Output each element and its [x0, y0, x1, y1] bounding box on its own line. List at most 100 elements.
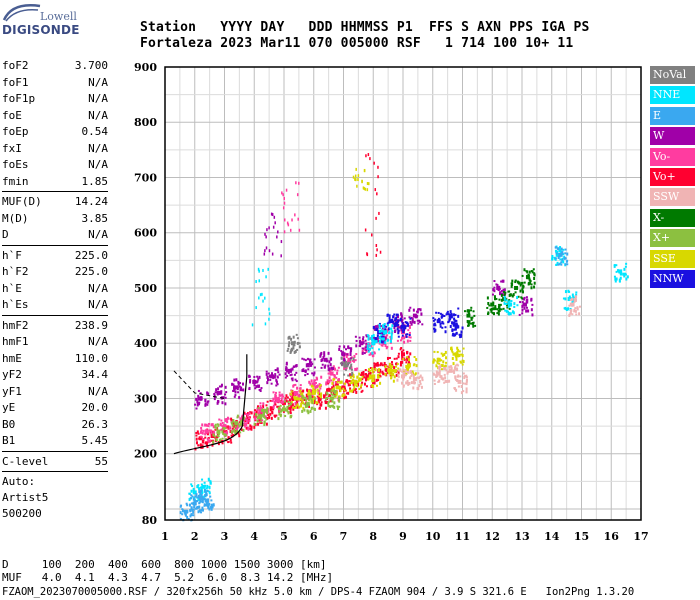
legend-item-nnw: NNW: [650, 269, 695, 288]
param-name: yE: [2, 401, 16, 414]
echo-pixel: [571, 293, 574, 297]
echo-pixel: [333, 401, 336, 405]
echo-pixel: [253, 418, 256, 421]
echo-pixel: [212, 433, 215, 437]
echo-pixel: [451, 351, 454, 354]
echo-pixel: [516, 304, 519, 307]
echo-pixel: [312, 390, 315, 394]
echo-pixel: [245, 426, 248, 430]
echo-pixel: [355, 167, 357, 171]
echo-pixel: [615, 264, 618, 267]
echo-pixel: [220, 385, 223, 388]
echo-pixel: [401, 319, 404, 323]
echo-pixel: [404, 369, 407, 373]
echo-pixel: [291, 367, 294, 371]
echo-pixel: [313, 401, 316, 405]
param-name: B0: [2, 417, 16, 431]
echo-pixel: [344, 360, 347, 363]
echo-pixel: [412, 374, 415, 378]
echo-pixel: [220, 391, 223, 395]
echo-pixel: [393, 369, 396, 372]
echo-pixel: [198, 494, 201, 497]
echo-pixel: [368, 372, 371, 376]
echo-pixel: [338, 405, 341, 408]
echo-pixel: [433, 350, 436, 353]
echo-pixel: [275, 378, 278, 382]
echo-pixel: [371, 370, 374, 374]
echo-pixel: [287, 347, 290, 350]
echo-pixel: [290, 390, 293, 393]
echo-pixel: [362, 186, 365, 190]
echo-pixel: [328, 381, 331, 384]
divider: [2, 191, 108, 192]
echo-pixel: [365, 335, 368, 338]
param-name: D: [2, 228, 9, 241]
echo-pixel: [262, 414, 265, 418]
param-name: foEs: [2, 158, 29, 171]
echo-pixel: [201, 497, 204, 500]
echo-pixel: [344, 348, 347, 351]
echo-pixel: [233, 386, 236, 390]
echo-pixel: [489, 308, 492, 311]
echo-pixel: [460, 333, 463, 336]
echo-pixel: [384, 336, 387, 340]
echo-pixel: [382, 340, 385, 343]
x-tick-label: 10: [425, 530, 441, 543]
echo-pixel: [221, 437, 224, 440]
echo-pixel: [197, 494, 200, 498]
echo-pixel: [329, 363, 332, 367]
echo-pixel: [186, 510, 189, 514]
echo-pixel: [294, 406, 297, 409]
echo-pixel: [194, 495, 197, 498]
echo-pixel: [200, 396, 203, 400]
echo-pixel: [574, 298, 577, 302]
echo-pixel: [514, 279, 517, 282]
echo-pixel: [439, 312, 442, 315]
echo-pixel: [402, 377, 405, 381]
echo-pixel: [236, 387, 239, 391]
echo-pixel: [472, 310, 475, 313]
echo-pixel: [323, 353, 326, 357]
echo-pixel: [313, 366, 316, 369]
echo-pixel: [195, 437, 198, 441]
logo-digisonde-text: DIGISONDE: [2, 23, 80, 37]
echo-pixel: [375, 384, 378, 387]
echo-pixel: [313, 358, 316, 361]
echo-pixel: [350, 347, 353, 351]
echo-pixel: [265, 422, 268, 426]
echo-pixel: [207, 392, 210, 396]
echo-pixel: [410, 316, 413, 319]
echo-pixel: [286, 406, 289, 410]
echo-pixel: [451, 321, 454, 325]
echo-pixel: [440, 375, 443, 379]
echo-pixel: [368, 374, 371, 378]
echo-pixel: [214, 435, 217, 438]
echo-pixel: [237, 391, 240, 394]
echo-pixel: [563, 307, 566, 310]
echo-pixel: [566, 263, 569, 266]
echo-pixel: [276, 405, 279, 408]
echo-pixel: [613, 264, 616, 268]
echo-pixel: [417, 308, 420, 311]
echo-pixel: [201, 500, 204, 504]
echo-pixel: [257, 385, 260, 388]
echo-pixel: [285, 399, 288, 403]
echo-pixel: [245, 422, 248, 426]
echo-pixel: [320, 366, 323, 369]
echo-pixel: [337, 366, 340, 369]
echo-pixel: [558, 253, 561, 257]
echo-pixel: [499, 303, 502, 306]
echo-pixel: [186, 515, 189, 519]
echo-pixel: [311, 363, 314, 366]
echo-pixel: [513, 302, 516, 306]
echo-pixel: [375, 328, 378, 332]
echo-pixel: [267, 267, 269, 271]
echo-pixel: [459, 360, 462, 363]
echo-pixel: [347, 345, 350, 348]
echo-pixel: [419, 374, 422, 377]
echo-pixel: [357, 383, 360, 387]
echo-pixel: [361, 389, 364, 392]
echo-pixel: [358, 344, 361, 347]
echo-pixel: [332, 384, 335, 388]
echo-pixel: [218, 385, 221, 388]
